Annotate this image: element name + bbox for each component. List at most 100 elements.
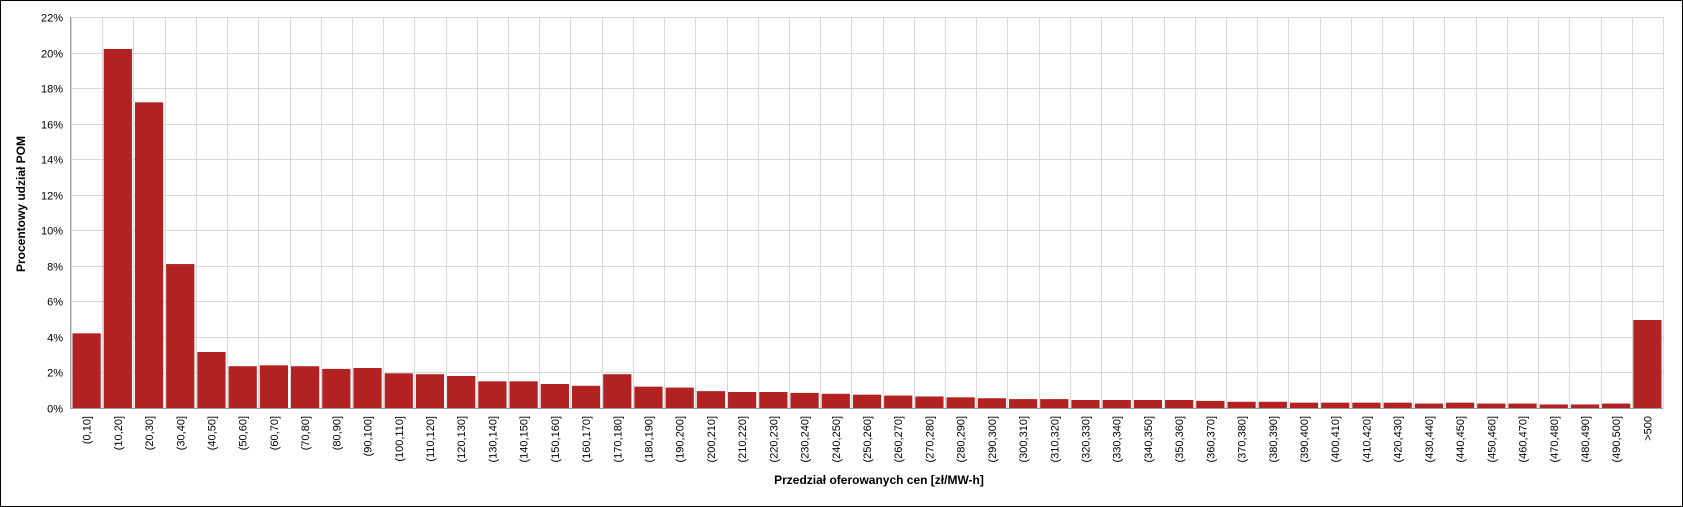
x-tick-label: (250,260] bbox=[862, 416, 874, 462]
bar bbox=[353, 368, 382, 408]
x-tick-label: (470,480] bbox=[1549, 416, 1561, 462]
y-tick-label: 18% bbox=[41, 84, 63, 96]
x-tick-label: (270,280] bbox=[924, 416, 936, 462]
x-tick-label: (100,110] bbox=[394, 416, 406, 462]
bar bbox=[1633, 320, 1662, 408]
bar bbox=[72, 333, 101, 408]
bar bbox=[197, 352, 226, 408]
bar bbox=[1445, 402, 1475, 408]
x-tick-label: (180,190] bbox=[643, 416, 655, 462]
bar bbox=[1040, 399, 1069, 408]
x-tick-label: (310,320] bbox=[1049, 416, 1061, 462]
bar bbox=[1258, 401, 1287, 408]
x-tick-label: (220,230] bbox=[768, 416, 780, 462]
bar bbox=[166, 264, 195, 408]
x-tick-label: (50,60] bbox=[238, 416, 250, 450]
y-tick-label: 0% bbox=[47, 404, 63, 416]
y-axis-title: Procentowy udział POM bbox=[14, 136, 28, 272]
y-tick-label: 6% bbox=[47, 297, 63, 309]
x-tick-label: (170,180] bbox=[612, 416, 624, 462]
y-tick-label: 12% bbox=[41, 191, 63, 203]
bar bbox=[634, 386, 663, 408]
x-tick-label: (0,10] bbox=[82, 416, 94, 444]
bar bbox=[852, 394, 882, 408]
bar bbox=[571, 385, 601, 408]
x-tick-label: (160,170] bbox=[581, 416, 593, 462]
bar bbox=[540, 384, 569, 408]
bar bbox=[665, 387, 694, 408]
x-tick-label: (290,300] bbox=[987, 416, 999, 462]
bar bbox=[1165, 400, 1194, 408]
y-tick-label: 16% bbox=[41, 120, 63, 132]
bar bbox=[384, 373, 413, 408]
bar bbox=[1383, 402, 1412, 408]
x-tick-label: (330,340] bbox=[1112, 416, 1124, 462]
bar bbox=[1196, 400, 1225, 408]
x-tick-label: (140,150] bbox=[519, 416, 531, 462]
bar bbox=[696, 391, 726, 408]
x-tick-label: (10,20] bbox=[113, 416, 125, 450]
x-tick-label: (200,210] bbox=[706, 416, 718, 462]
x-tick-label: (350,360] bbox=[1174, 416, 1186, 462]
bar bbox=[977, 398, 1006, 408]
y-tick-label: 4% bbox=[47, 333, 63, 345]
y-tick-label: 2% bbox=[47, 368, 63, 380]
bar bbox=[134, 102, 164, 408]
bars-layer bbox=[72, 48, 1662, 409]
y-tick-label: 20% bbox=[41, 49, 63, 61]
bar bbox=[1321, 402, 1350, 408]
grid-layer bbox=[71, 17, 1664, 409]
x-tick-label: (390,400] bbox=[1299, 416, 1311, 462]
bar bbox=[915, 396, 944, 408]
x-tick-label: (360,370] bbox=[1205, 416, 1217, 462]
x-tick-label: (380,390] bbox=[1268, 416, 1280, 462]
x-tick-label: (280,290] bbox=[956, 416, 968, 462]
x-tick-label: (400,410] bbox=[1330, 416, 1342, 462]
bar bbox=[728, 392, 757, 408]
bar bbox=[1227, 401, 1256, 408]
x-tick-label: (460,470] bbox=[1518, 416, 1530, 462]
bar bbox=[1102, 400, 1131, 408]
bar bbox=[1477, 403, 1506, 408]
x-tick-label: (80,90] bbox=[331, 416, 343, 450]
x-tick-label: (240,250] bbox=[831, 416, 843, 462]
x-tick-label: (90,100] bbox=[363, 416, 375, 456]
x-tick-label: (340,350] bbox=[1143, 416, 1155, 462]
bar bbox=[1133, 400, 1163, 408]
x-tick-label: (150,160] bbox=[550, 416, 562, 462]
bar bbox=[1570, 404, 1600, 408]
y-tick-labels: 0% 2% 4% 6% 8% 10% 12% 14% 16% 18% 20% 22% bbox=[41, 13, 63, 416]
bar bbox=[1289, 402, 1319, 408]
bar bbox=[447, 376, 476, 408]
y-tick-label: 14% bbox=[41, 155, 63, 167]
x-tick-label: (320,330] bbox=[1081, 416, 1093, 462]
x-tick-label: (70,80] bbox=[300, 416, 312, 450]
x-tick-label: (480,490] bbox=[1580, 416, 1592, 462]
axes-layer bbox=[70, 17, 1663, 409]
x-tick-label: (230,240] bbox=[800, 416, 812, 462]
y-tick-label: 22% bbox=[41, 13, 63, 25]
bar bbox=[103, 48, 132, 409]
x-tick-label: (30,40] bbox=[175, 416, 187, 450]
x-tick-label: (430,440] bbox=[1424, 416, 1436, 462]
x-tick-label: (450,460] bbox=[1486, 416, 1498, 462]
x-tick-label: (370,380] bbox=[1237, 416, 1249, 462]
x-tick-label: (190,200] bbox=[675, 416, 687, 462]
bar bbox=[1414, 403, 1443, 408]
x-tick-label: (490,500] bbox=[1611, 416, 1623, 462]
bar bbox=[259, 365, 289, 408]
x-tick-label: (300,310] bbox=[1018, 416, 1030, 462]
bar bbox=[1508, 403, 1537, 408]
x-tick-label: (120,130] bbox=[456, 416, 468, 462]
x-tick-label: (440,450] bbox=[1455, 416, 1467, 462]
bar bbox=[603, 374, 632, 408]
bar bbox=[946, 397, 975, 408]
x-tick-labels: (0,10] (10,20] (20,30] (30,40] (40,50] (50,60… bbox=[82, 416, 1655, 462]
y-tick-label: 8% bbox=[47, 262, 63, 274]
bar bbox=[1602, 403, 1631, 408]
bar bbox=[821, 393, 850, 408]
x-tick-label: >500 bbox=[1642, 416, 1654, 441]
bar bbox=[1071, 400, 1100, 408]
x-tick-label: (110,120] bbox=[425, 416, 437, 462]
